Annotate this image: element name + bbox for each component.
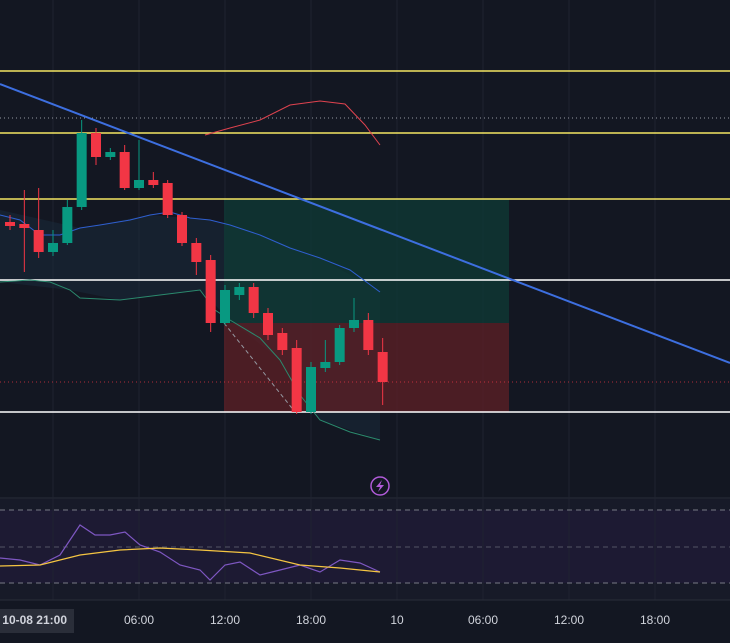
candle-body [19,224,30,228]
time-label: 18:00 [296,613,326,627]
candle-body [306,367,316,412]
candle-body [76,133,87,207]
time-label: 10 [390,613,404,627]
candle-body [33,230,44,252]
levels [0,70,730,413]
candle-body [191,243,202,262]
candle-body [234,287,245,295]
candle-body [48,243,58,252]
candle-body [105,152,116,157]
rsi-average [0,547,381,573]
time-label: 10-08 21:00 [2,613,67,627]
candle-body [291,348,302,412]
rsi-line [0,524,381,581]
candle-body [177,215,187,243]
event-bolt [376,480,384,492]
candle-body [220,290,230,323]
candle-body [148,180,159,185]
candle-body [162,183,173,215]
candle-body [134,180,144,188]
entry-path [223,322,296,413]
candle-body [119,152,130,188]
time-label-box [0,609,74,633]
candle-body [263,313,273,335]
candle-body [320,362,331,368]
candles [5,120,388,414]
time-label: 12:00 [210,613,240,627]
candle-body [62,207,73,243]
candle-body [5,222,15,226]
candle-body [363,320,374,350]
candle-body [91,133,101,157]
time-label: 18:00 [640,613,670,627]
candle-body [248,287,259,313]
target-zone [224,199,509,323]
time-axis [0,600,730,643]
upper-band [204,100,381,146]
trend-line [0,83,730,364]
event-icon[interactable] [370,476,390,496]
time-labels: 10-08 21:00 06:00 12:00 18:00 10 06:00 12:00 18… [0,609,670,633]
time-label: 06:00 [124,613,154,627]
time-label: 06:00 [468,613,498,627]
candle-body [205,260,216,323]
candle-body [334,328,345,362]
candle-body [349,320,359,328]
candle-body [377,352,388,382]
time-label: 12:00 [554,613,584,627]
candle-body [277,333,288,350]
